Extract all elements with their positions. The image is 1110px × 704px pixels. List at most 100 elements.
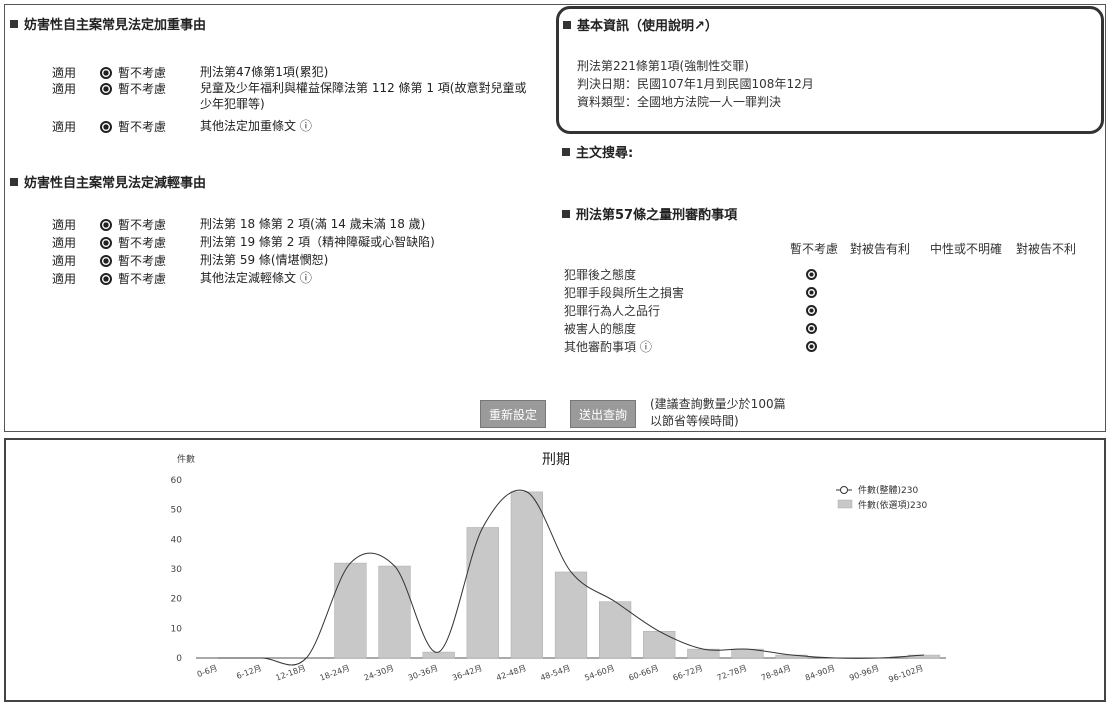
radio-selected-icon[interactable] <box>100 82 112 95</box>
factor-label: 被害人的態度 <box>564 322 637 336</box>
x-tick-label: 72-78月 <box>716 663 748 682</box>
mitigating-row: 適用 暫不考慮 刑法第 19 條第 2 項（精神障礙或心智缺陷) <box>40 234 530 251</box>
x-tick-label: 48-54月 <box>539 663 571 682</box>
chart-panel: 刑期 件數 0 10 20 30 40 50 60 0-6月 6-12月 12-18月 18-24月 24… <box>4 438 1106 702</box>
y-tick-label: 60 <box>171 476 183 486</box>
y-tick-label: 20 <box>171 595 183 605</box>
factor-radio-selected[interactable] <box>806 287 817 298</box>
y-tick-label: 10 <box>171 624 183 634</box>
apply-option[interactable]: 適用 <box>52 272 77 286</box>
x-tick-label: 12-18月 <box>275 663 307 682</box>
skip-option[interactable]: 暫不考慮 <box>100 64 200 81</box>
bullet-square-icon <box>563 20 571 29</box>
chart-bar <box>510 491 544 659</box>
x-tick-label: 60-66月 <box>627 663 659 682</box>
x-tick-label: 6-12月 <box>235 663 263 680</box>
query-button[interactable]: 送出查詢 <box>570 400 636 428</box>
sentence-chart: 刑期 件數 0 10 20 30 40 50 60 0-6月 6-12月 12-18月 18-24月 24… <box>171 452 946 684</box>
x-tick-label: 66-72月 <box>672 663 704 682</box>
chart-bar <box>598 601 632 659</box>
chart-bar <box>378 565 411 659</box>
chart-bar <box>334 562 367 659</box>
x-tick-label: 24-30月 <box>363 663 395 682</box>
mitigating-row: 適用 暫不考慮 刑法第 59 條(情堪憫恕) <box>40 252 530 269</box>
skip-option[interactable]: 暫不考慮 <box>100 252 200 269</box>
legend-label: 件數(依選項)230 <box>858 499 927 511</box>
apply-option[interactable]: 適用 <box>52 66 77 80</box>
basic-info-date: 判決日期：民國107年1月到民國108年12月 <box>577 77 814 91</box>
mitigating-section-title: 妨害性自主案常見法定減輕事由 <box>10 172 206 191</box>
law-label: 刑法第 19 條第 2 項（精神障礙或心智缺陷) <box>200 235 435 249</box>
factor-radio-selected[interactable] <box>806 269 817 280</box>
chart-bar <box>643 631 676 659</box>
radio-selected-icon[interactable] <box>100 120 112 133</box>
factors-title: 刑法第57條之量刑審酌事項 <box>562 204 737 223</box>
factor-column-header: 中性或不明確 <box>930 242 1003 256</box>
chart-bar <box>422 651 455 659</box>
radio-selected-icon[interactable] <box>100 272 112 285</box>
x-tick-label: 96-102月 <box>887 663 924 684</box>
factor-radio-selected[interactable] <box>806 305 817 316</box>
basic-info-law: 刑法第221條第1項(強制性交罪) <box>577 59 749 73</box>
radio-selected-icon[interactable] <box>100 66 112 79</box>
mitigating-row: 適用 暫不考慮 刑法第 18 條第 2 項(滿 14 歲未滿 18 歲) <box>40 216 530 233</box>
apply-option[interactable]: 適用 <box>52 254 77 268</box>
chart-bar <box>466 527 499 659</box>
x-tick-label: 42-48月 <box>495 663 527 682</box>
radio-selected-icon[interactable] <box>100 236 112 249</box>
legend-label: 件數(整體)230 <box>858 484 918 496</box>
mitigating-row: 適用 暫不考慮 其他法定減輕條文 ⓘ <box>40 270 530 287</box>
x-tick-label: 84-90月 <box>804 663 836 682</box>
law-label: 其他法定加重條文 ⓘ <box>200 119 312 133</box>
y-tick-label: 50 <box>171 506 183 516</box>
x-tick-label: 78-84月 <box>760 663 792 682</box>
chart-title: 刑期 <box>542 452 570 468</box>
chart-bar <box>554 571 588 659</box>
factor-column-header: 對被告不利 <box>1016 242 1077 256</box>
chart-series-line <box>218 489 924 666</box>
bullet-square-icon <box>562 209 570 218</box>
y-axis-label: 件數 <box>177 453 195 465</box>
radio-selected-icon[interactable] <box>100 218 112 231</box>
aggravating-section-title: 妨害性自主案常見法定加重事由 <box>10 14 206 33</box>
query-note: (建議查詢數量少於100篇 以節省等候時間) <box>650 397 786 428</box>
factor-radio-selected[interactable] <box>806 323 817 334</box>
law-label: 其他法定減輕條文 ⓘ <box>200 271 312 285</box>
skip-option[interactable]: 暫不考慮 <box>100 80 200 97</box>
factor-column-header: 對被告有利 <box>850 242 911 256</box>
factor-label: 其他審酌事項 ⓘ <box>564 340 652 354</box>
factor-radio-selected[interactable] <box>806 341 817 352</box>
aggravating-row: 適用 暫不考慮 兒童及少年福利與權益保障法第 112 條第 1 項(故意對兒童或… <box>40 80 530 112</box>
x-tick-label: 18-24月 <box>319 663 351 682</box>
apply-option[interactable]: 適用 <box>52 120 77 134</box>
aggravating-row: 適用 暫不考慮 刑法第47條第1項(累犯) <box>40 64 530 81</box>
basic-info-box: 基本資訊（使用說明↗） 刑法第221條第1項(強制性交罪) 判決日期：民國107… <box>556 6 1104 134</box>
skip-option[interactable]: 暫不考慮 <box>100 216 200 233</box>
basic-info-type: 資料類型：全國地方法院一人一罪判決 <box>577 95 782 109</box>
query-panel <box>4 4 1106 432</box>
radio-selected-icon[interactable] <box>100 254 112 267</box>
x-tick-label: 90-96月 <box>848 663 880 682</box>
law-label: 兒童及少年福利與權益保障法第 112 條第 1 項(故意對兒童或少年犯罪等) <box>200 81 527 111</box>
legend-line-marker <box>840 486 848 494</box>
reset-button[interactable]: 重新設定 <box>480 400 546 428</box>
factor-label: 犯罪行為人之品行 <box>564 304 661 318</box>
aggravating-row: 適用 暫不考慮 其他法定加重條文 ⓘ <box>40 118 530 135</box>
apply-option[interactable]: 適用 <box>52 82 77 96</box>
main-search-title: 主文搜尋: <box>562 142 633 161</box>
bullet-square-icon <box>10 177 18 186</box>
skip-option[interactable]: 暫不考慮 <box>100 234 200 251</box>
basic-info-title[interactable]: 基本資訊（使用說明↗） <box>563 15 718 34</box>
skip-option[interactable]: 暫不考慮 <box>100 270 200 287</box>
apply-option[interactable]: 適用 <box>52 236 77 250</box>
skip-option[interactable]: 暫不考慮 <box>100 118 200 135</box>
factor-label: 犯罪手段與所生之損害 <box>564 286 685 300</box>
x-tick-label: 30-36月 <box>407 663 439 682</box>
apply-option[interactable]: 適用 <box>52 218 77 232</box>
factor-column-header: 暫不考慮 <box>790 242 839 256</box>
x-tick-label: 0-6月 <box>196 663 219 679</box>
bullet-square-icon <box>10 19 18 28</box>
law-label: 刑法第 18 條第 2 項(滿 14 歲未滿 18 歲) <box>200 217 426 231</box>
y-tick-label: 0 <box>176 654 182 664</box>
y-tick-label: 30 <box>171 565 183 575</box>
